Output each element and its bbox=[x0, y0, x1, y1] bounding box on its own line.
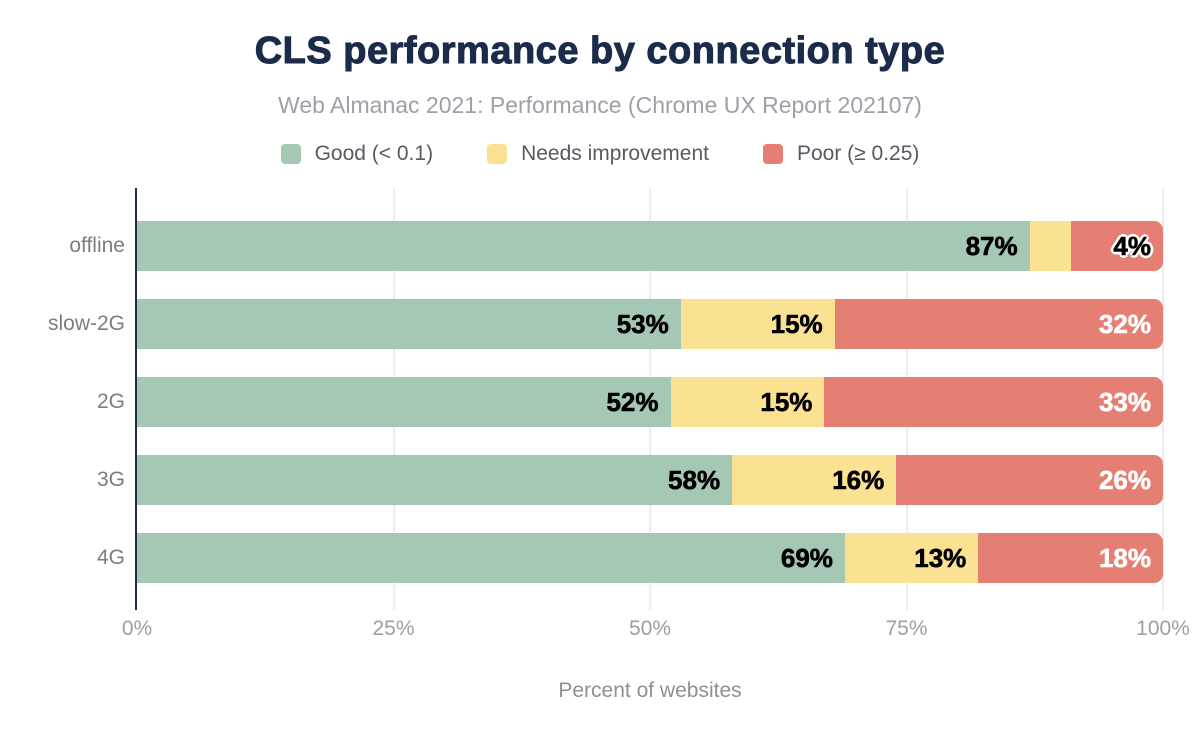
bar-segment-4G-poor: 18% bbox=[978, 533, 1163, 583]
bar-segment-offline-good: 87% bbox=[137, 221, 1030, 271]
bar-segment-2G-good: 52% bbox=[137, 377, 671, 427]
legend: Good (< 0.1) Needs improvement Poor (≥ 0.2… bbox=[0, 142, 1200, 166]
bar-label-2G-poor: 33% bbox=[1098, 386, 1152, 417]
chart-subtitle: Web Almanac 2021: Performance (Chrome UX… bbox=[278, 92, 922, 118]
bar-segment-2G-poor: 33% bbox=[824, 377, 1163, 427]
bar-row-3G: 58% 16% 26% bbox=[137, 455, 1163, 505]
bar-label-3G-poor: 26% bbox=[1098, 464, 1152, 495]
bar-label-slow-2G-needs-improvement: 15% bbox=[770, 308, 823, 339]
bar-row-4G: 69% 13% 18% bbox=[137, 533, 1163, 583]
bar-label-slow-2G-good: 53% bbox=[616, 308, 669, 339]
y-axis-category-labels: offline slow-2G 2G 3G 4G bbox=[0, 188, 125, 610]
legend-swatch-poor bbox=[762, 144, 783, 164]
bar-label-2G-needs-improvement: 15% bbox=[760, 386, 813, 417]
chart-title: CLS performance by connection type bbox=[254, 30, 946, 73]
category-label-slow-2G: slow-2G bbox=[47, 312, 125, 335]
plot-area: 87% 4% 53% 15% 32% 52% 15% 33% 58% 16% 26% 69% 13% 18… bbox=[135, 188, 1164, 610]
category-label-3G: 3G bbox=[96, 468, 125, 491]
legend-label-good: Good (< 0.1) bbox=[314, 142, 434, 165]
legend-item-poor: Poor (≥ 0.25) bbox=[762, 142, 920, 166]
bar-row-2G: 52% 15% 33% bbox=[137, 377, 1163, 427]
bar-segment-4G-needs-improvement: 13% bbox=[844, 533, 979, 583]
x-tick-25%: 25% bbox=[372, 617, 415, 640]
legend-swatch-needs-improvement bbox=[487, 144, 508, 164]
legend-label-needs-improvement: Needs improvement bbox=[521, 142, 709, 165]
bar-row-offline: 87% 4% bbox=[137, 221, 1163, 271]
bar-label-4G-needs-improvement: 13% bbox=[914, 542, 967, 573]
x-tick-75%: 75% bbox=[885, 617, 928, 640]
y-axis-line bbox=[135, 188, 137, 610]
x-axis-ticks: 0% 25% 50% 75% 100% bbox=[122, 617, 1190, 643]
bar-segment-slow-2G-poor: 32% bbox=[834, 299, 1163, 349]
category-label-4G: 4G bbox=[96, 546, 125, 569]
bar-label-4G-good: 69% bbox=[780, 542, 834, 573]
bar-segment-3G-needs-improvement: 16% bbox=[732, 455, 897, 505]
legend-item-good: Good (< 0.1) bbox=[280, 142, 434, 166]
x-tick-50%: 50% bbox=[628, 617, 672, 640]
bar-segment-offline-poor: 4% bbox=[1070, 221, 1163, 271]
bar-segment-offline-needs-improvement bbox=[1029, 221, 1071, 271]
bar-label-4G-poor: 18% bbox=[1098, 542, 1152, 573]
x-tick-0%: 0% bbox=[121, 617, 153, 640]
bar-label-3G-good: 58% bbox=[668, 464, 721, 495]
x-axis-title: Percent of websites bbox=[558, 679, 742, 702]
bar-row-slow-2G: 53% 15% 32% bbox=[137, 299, 1163, 349]
bar-segment-slow-2G-needs-improvement: 15% bbox=[680, 299, 835, 349]
bar-segment-3G-good: 58% bbox=[137, 455, 733, 505]
x-tick-100%: 100% bbox=[1136, 617, 1190, 640]
bar-label-3G-needs-improvement: 16% bbox=[832, 464, 885, 495]
bar-segment-4G-good: 69% bbox=[137, 533, 845, 583]
gridline-100% bbox=[1162, 188, 1164, 610]
bar-segment-slow-2G-good: 53% bbox=[137, 299, 681, 349]
bar-segment-2G-needs-improvement: 15% bbox=[670, 377, 825, 427]
legend-swatch-good bbox=[280, 144, 301, 164]
bar-segment-3G-poor: 26% bbox=[896, 455, 1163, 505]
legend-label-poor: Poor (≥ 0.25) bbox=[796, 142, 920, 165]
bar-label-2G-good: 52% bbox=[606, 386, 659, 417]
category-label-2G: 2G bbox=[96, 390, 125, 413]
legend-item-needs-improvement: Needs improvement bbox=[487, 142, 709, 166]
bar-label-slow-2G-poor: 32% bbox=[1098, 308, 1152, 339]
bar-label-offline-poor: 4% bbox=[1113, 230, 1151, 261]
bar-label-offline-good: 87% bbox=[965, 230, 1018, 261]
category-label-offline: offline bbox=[69, 234, 125, 257]
